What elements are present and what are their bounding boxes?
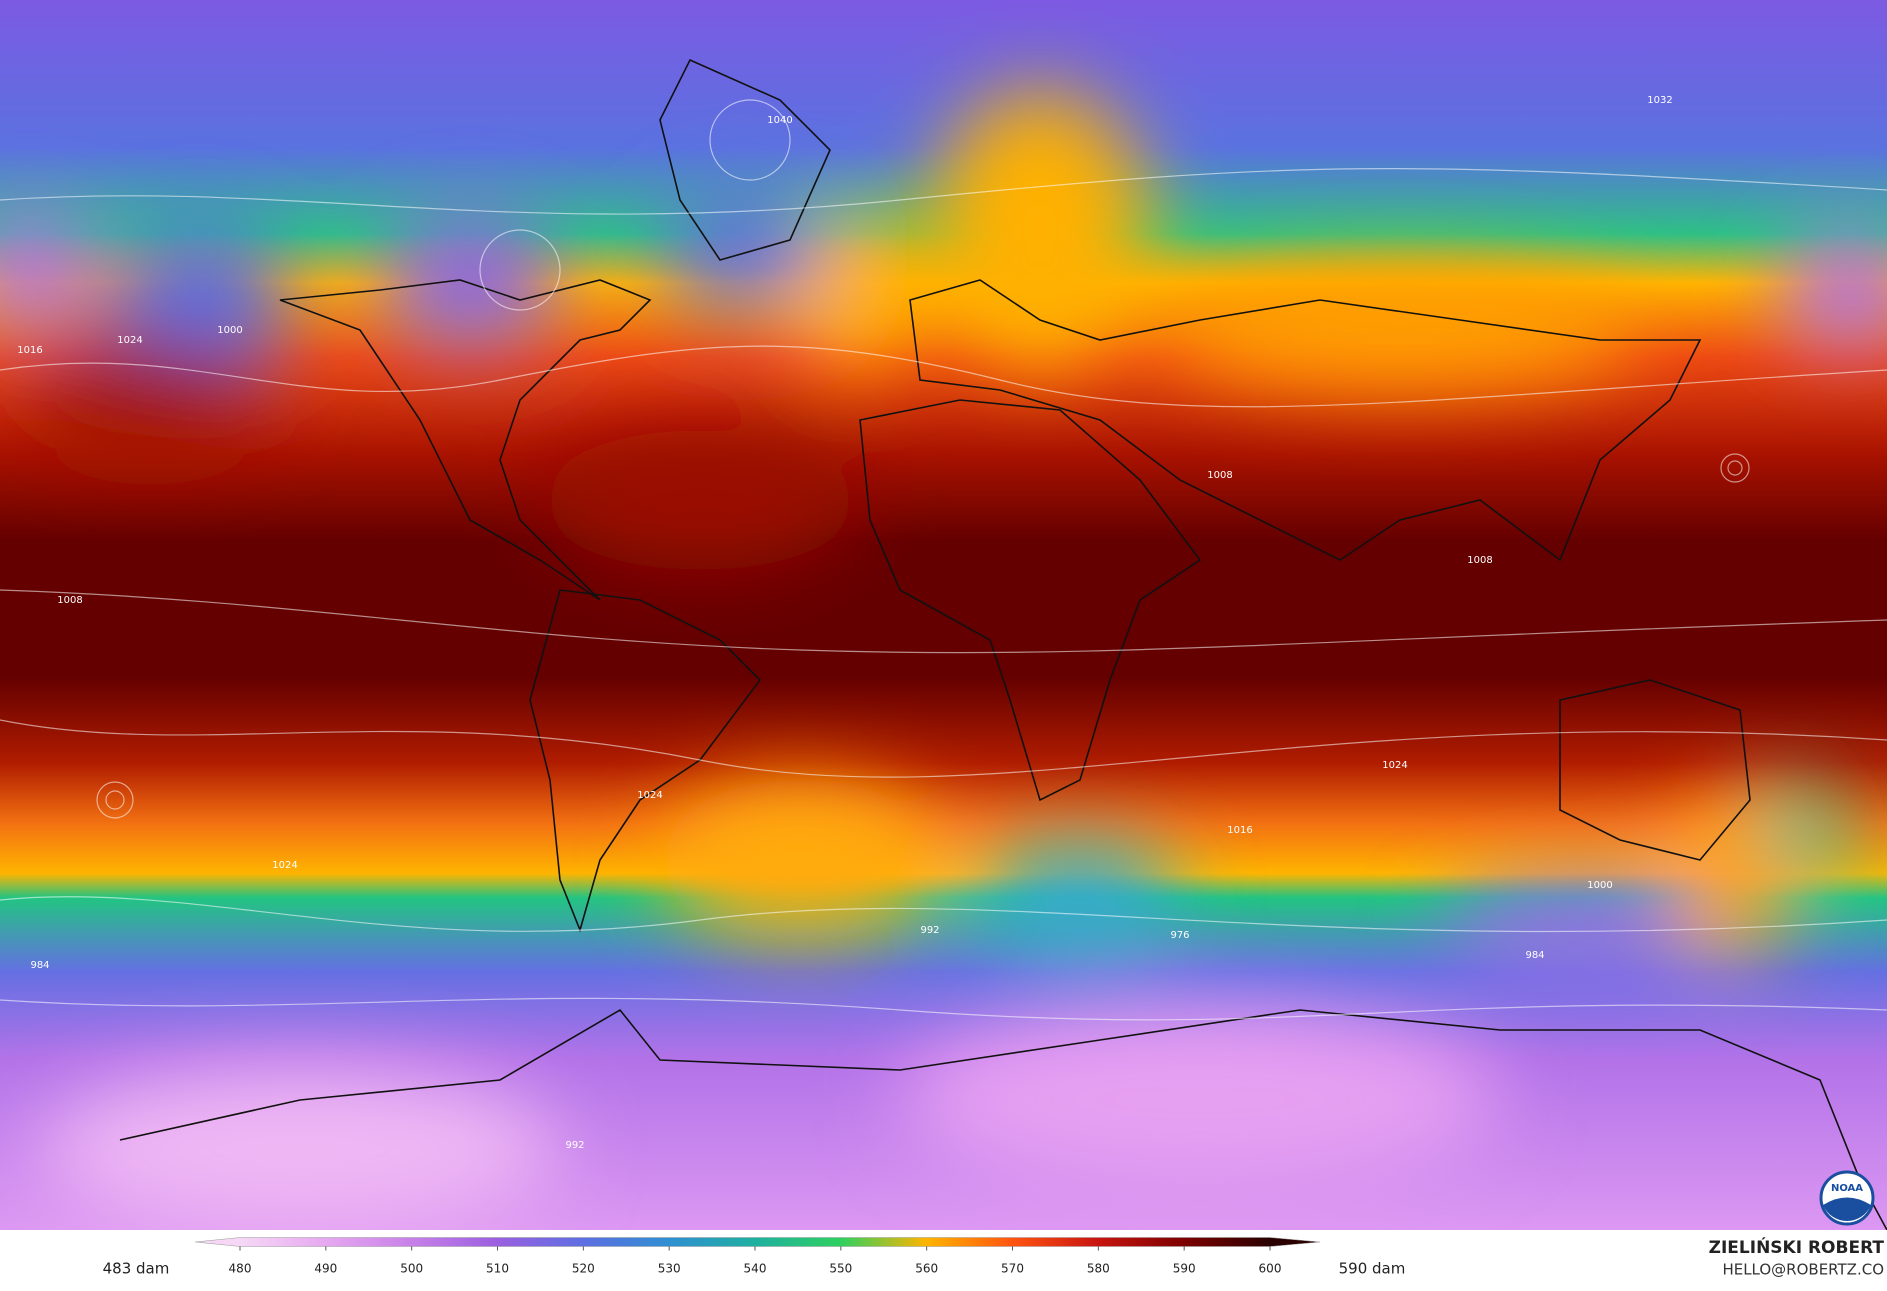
colorbar-min-label: 483 dam [103, 1260, 170, 1278]
isobar-label: 1024 [1382, 760, 1407, 771]
field-blobs [0, 90, 1887, 1230]
isobar-label: 1008 [1207, 470, 1232, 481]
map: NOAA 1008 1016 1024 1040 1032 1000 992 984 976 10… [0, 0, 1887, 1230]
colorbar-tick-label: 600 [1259, 1262, 1282, 1276]
noaa-logo: NOAA [1819, 1170, 1875, 1226]
colorbar-tick-label: 580 [1087, 1262, 1110, 1276]
coastlines [119, 58, 1887, 1230]
colorbar-tick-label: 510 [486, 1262, 509, 1276]
isobars [0, 99, 1887, 1021]
isobar-label: 1000 [217, 325, 242, 336]
logo-text: NOAA [1831, 1183, 1863, 1194]
colorbar-bar [194, 1237, 1321, 1247]
colorbar-tick-label: 530 [658, 1262, 681, 1276]
colorbar-tick-label: 520 [572, 1262, 595, 1276]
credit-name: ZIELIŃSKI ROBERT [1709, 1236, 1885, 1258]
isobar-label: 1024 [637, 790, 662, 801]
isobar-label: 1016 [1227, 825, 1252, 836]
colorbar-max-label: 590 dam [1339, 1260, 1406, 1278]
isobar-label: 1008 [1467, 555, 1492, 566]
colorbar-tick-label: 540 [744, 1262, 767, 1276]
isobar-label: 1024 [117, 335, 142, 346]
isobar-label: 984 [30, 960, 49, 971]
isobar-label: 1000 [1587, 880, 1612, 891]
isobar-label: 984 [1525, 950, 1544, 961]
isobar-label: 1016 [17, 345, 42, 356]
isobar-label: 992 [565, 1140, 584, 1151]
colorbar: 483 dam 590 dam 480 490 500 510 520 530 540 550… [103, 1237, 1406, 1278]
isobar-label: 976 [1170, 930, 1189, 941]
credit-email: HELLO@ROBERTZ.CO [1722, 1261, 1884, 1279]
isobar-label: 1008 [57, 595, 82, 606]
isobar-label: 1032 [1647, 95, 1672, 106]
isobar-label: 1040 [767, 115, 792, 126]
colorbar-tick-label: 590 [1173, 1262, 1196, 1276]
colorbar-tick-label: 550 [829, 1262, 852, 1276]
isobar-label: 1024 [272, 860, 297, 871]
colorbar-tick-label: 500 [400, 1262, 423, 1276]
colorbar-tick-label: 560 [915, 1262, 938, 1276]
colorbar-tick-label: 490 [314, 1262, 337, 1276]
colorbar-tick-label: 480 [229, 1262, 252, 1276]
colorbar-tick-label: 570 [1001, 1262, 1024, 1276]
isobar-label: 992 [920, 925, 939, 936]
